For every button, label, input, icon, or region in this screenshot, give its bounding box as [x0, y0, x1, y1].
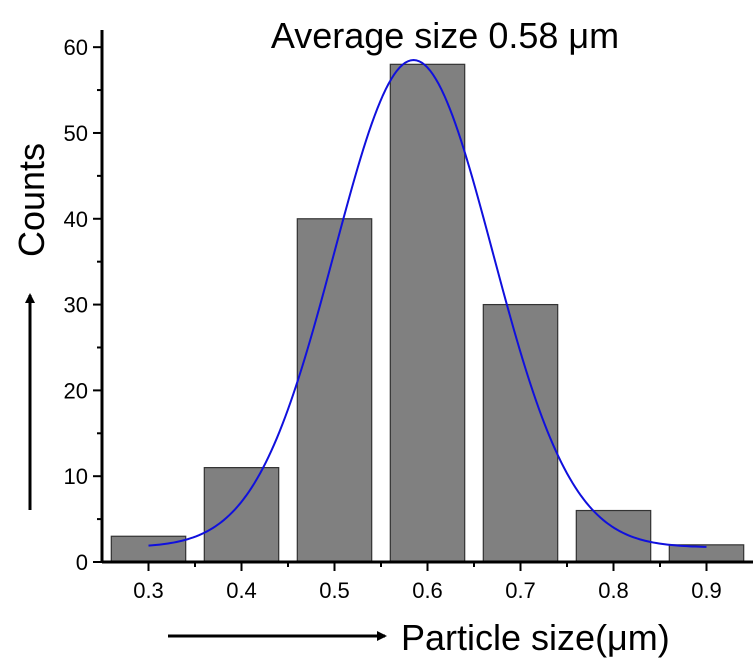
- x-tick-label: 0.6: [412, 578, 443, 603]
- bar-0.8: [576, 511, 650, 562]
- bar-0.5: [297, 219, 371, 562]
- x-ticks-group: 0.3 0.4 0.5 0.6 0.7 0.8 0.9: [133, 562, 722, 603]
- y-tick-label: 50: [64, 121, 88, 146]
- x-tick-label: 0.8: [598, 578, 629, 603]
- x-tick-label: 0.9: [691, 578, 722, 603]
- y-tick-label: 60: [64, 35, 88, 60]
- x-tick-label: 0.3: [133, 578, 164, 603]
- y-axis-title: Counts: [11, 143, 52, 257]
- y-tick-label: 10: [64, 464, 88, 489]
- chart-title: Average size 0.58 μm: [271, 15, 619, 56]
- x-tick-label: 0.4: [226, 578, 257, 603]
- bar-0.9: [669, 545, 743, 562]
- x-axis-title: Particle size(μm): [401, 617, 670, 658]
- bars-group: [111, 64, 743, 562]
- y-tick-label: 40: [64, 207, 88, 232]
- bar-0.4: [204, 468, 278, 562]
- bar-0.7: [483, 305, 557, 562]
- y-tick-label: 0: [76, 550, 88, 575]
- y-tick-label: 30: [64, 293, 88, 318]
- bar-0.6: [390, 64, 464, 562]
- y-ticks-group: 0 10 20 30 40 50 60: [64, 35, 102, 575]
- x-tick-label: 0.7: [505, 578, 536, 603]
- bar-0.3: [111, 536, 185, 562]
- x-tick-label: 0.5: [319, 578, 350, 603]
- y-tick-label: 20: [64, 378, 88, 403]
